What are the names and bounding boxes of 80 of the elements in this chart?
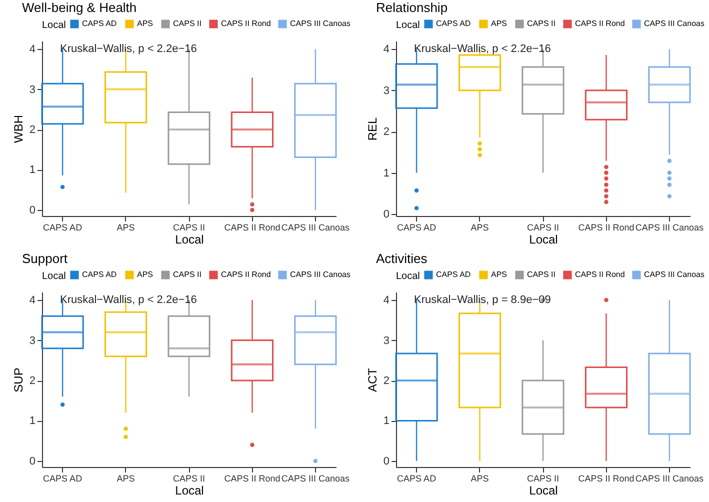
legend-label: CAPS AD	[436, 18, 471, 28]
x-axis-title: Local	[175, 484, 204, 498]
y-axis-title: REL	[365, 117, 380, 141]
x-tick-label: CAPS II	[172, 474, 206, 484]
legend-label: CAPS AD	[436, 270, 471, 279]
y-axis-title: ACT	[365, 367, 380, 392]
chart-title: Well-being & Health	[22, 0, 137, 15]
y-tick-label: 0	[383, 455, 390, 468]
legend-label: CAPS II Rond	[221, 270, 271, 279]
x-tick-label: CAPS AD	[43, 222, 83, 232]
y-tick-label: 2	[383, 126, 390, 138]
x-tick-label: CAPS III Canoas	[281, 222, 350, 232]
annotation: Kruskal−Wallis, p = 8.9e−09	[414, 294, 551, 306]
x-tick-label: CAPS AD	[397, 222, 437, 232]
x-tick-label: CAPS III Canoas	[635, 474, 704, 484]
x-tick-label: APS	[116, 474, 135, 484]
legend-label: CAPS II	[173, 18, 202, 28]
legend-label: CAPS III Canoas	[290, 270, 350, 279]
legend-label: CAPS II	[173, 270, 202, 279]
legend-label: APS	[137, 270, 154, 279]
y-tick-label: 3	[29, 334, 36, 347]
y-tick-label: 0	[29, 455, 36, 468]
y-tick-label: 1	[383, 167, 390, 180]
x-tick-label: CAPS III Canoas	[635, 222, 704, 232]
x-tick-label: CAPS II	[172, 222, 206, 232]
chart-title: Relationship	[376, 0, 448, 15]
y-tick-label: 2	[29, 124, 36, 136]
x-tick-label: CAPS II Rond	[578, 222, 634, 232]
legend-label: CAPS II Rond	[575, 270, 625, 279]
annotation: Kruskal−Wallis, p < 2.2e−16	[60, 294, 197, 306]
legend-label: CAPS III Canoas	[644, 270, 704, 279]
y-tick-label: 3	[383, 334, 390, 347]
y-tick-label: 0	[383, 208, 390, 220]
annotation: Kruskal−Wallis, p < 2.2e−16	[414, 43, 551, 55]
legend-title: Local	[42, 20, 66, 31]
y-tick-label: 4	[29, 44, 36, 56]
legend-label: CAPS III Canoas	[644, 18, 704, 28]
annotation: Kruskal−Wallis, p < 2.2e−16	[60, 43, 197, 55]
legend-label: APS	[491, 270, 508, 279]
x-axis-title: Local	[529, 232, 558, 246]
chart-title: Support	[22, 251, 68, 266]
x-tick-label: APS	[470, 474, 489, 484]
y-axis-title: SUP	[11, 368, 26, 392]
legend-title: Local	[42, 271, 66, 282]
legend-label: CAPS III Canoas	[290, 18, 350, 28]
y-tick-label: 1	[29, 415, 36, 428]
y-tick-label: 4	[29, 294, 36, 307]
chart-title: Activities	[376, 251, 428, 266]
x-tick-label: APS	[116, 222, 135, 232]
y-tick-label: 3	[383, 84, 390, 97]
x-tick-label: CAPS II Rond	[578, 474, 634, 484]
legend-title: Local	[396, 20, 420, 31]
x-tick-label: CAPS II Rond	[224, 474, 280, 484]
y-tick-label: 4	[383, 294, 390, 307]
x-tick-label: CAPS AD	[397, 474, 437, 484]
legend-label: APS	[137, 18, 154, 28]
x-axis-title: Local	[175, 232, 204, 246]
y-tick-label: 2	[29, 375, 36, 388]
legend-label: CAPS II	[527, 270, 556, 279]
x-tick-label: CAPS II Rond	[224, 222, 280, 232]
y-tick-label: 2	[383, 375, 390, 388]
legend-label: CAPS AD	[82, 18, 117, 28]
y-tick-label: 1	[383, 415, 390, 428]
x-tick-label: CAPS II	[526, 474, 560, 484]
x-tick-label: CAPS AD	[43, 474, 83, 484]
y-tick-label: 1	[29, 164, 36, 176]
y-tick-label: 3	[29, 84, 36, 96]
legend-label: CAPS II	[527, 18, 556, 28]
x-axis-title: Local	[529, 484, 558, 498]
x-tick-label: CAPS II	[526, 222, 560, 232]
legend-label: CAPS II Rond	[575, 18, 625, 28]
x-tick-label: CAPS III Canoas	[281, 474, 350, 484]
legend-label: CAPS AD	[82, 270, 117, 279]
y-tick-label: 4	[383, 44, 390, 56]
y-tick-label: 0	[29, 204, 36, 216]
legend-label: CAPS II Rond	[221, 18, 271, 28]
legend-title: Local	[396, 271, 420, 282]
legend-label: APS	[491, 18, 508, 28]
x-tick-label: APS	[470, 222, 489, 232]
y-axis-title: WBH	[11, 115, 26, 143]
